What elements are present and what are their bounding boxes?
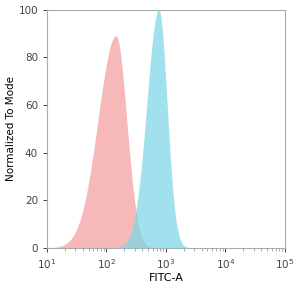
Y-axis label: Normalized To Mode: Normalized To Mode (6, 76, 16, 181)
X-axis label: FITC-A: FITC-A (148, 273, 183, 284)
